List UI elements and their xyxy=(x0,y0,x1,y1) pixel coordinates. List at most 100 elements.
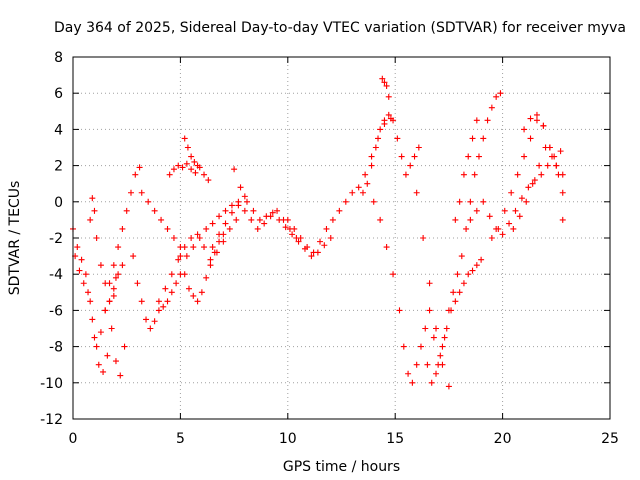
data-point xyxy=(426,307,433,314)
data-point xyxy=(368,162,375,169)
data-point xyxy=(439,343,446,350)
data-point xyxy=(226,225,233,232)
data-point xyxy=(164,225,171,232)
data-point xyxy=(228,202,235,209)
x-tick-label: 20 xyxy=(494,431,512,447)
data-point xyxy=(108,325,115,332)
data-point xyxy=(175,162,182,169)
data-point xyxy=(263,213,270,220)
data-point xyxy=(527,115,534,122)
data-point xyxy=(372,144,379,151)
y-tick-label: -10 xyxy=(40,376,63,392)
data-point xyxy=(536,162,543,169)
data-point xyxy=(78,256,85,263)
data-point xyxy=(460,280,467,287)
data-point xyxy=(250,207,257,214)
data-point xyxy=(93,235,100,241)
data-point xyxy=(383,82,390,89)
data-point xyxy=(138,189,145,196)
y-axis: -12 -10 -8 -6 -4 -2 0 2 4 6 8 xyxy=(40,50,610,428)
data-point xyxy=(400,343,407,350)
data-point xyxy=(93,343,100,350)
data-point xyxy=(495,225,502,232)
data-point xyxy=(484,117,491,124)
y-tick-label: -4 xyxy=(49,267,63,283)
data-point xyxy=(559,189,566,196)
data-point xyxy=(480,135,487,142)
data-point xyxy=(243,198,250,205)
data-points xyxy=(70,75,566,390)
data-point xyxy=(115,244,122,251)
data-point xyxy=(304,244,311,251)
series-sat-b xyxy=(72,253,126,350)
data-point xyxy=(254,225,261,232)
y-tick-label: -6 xyxy=(49,303,63,319)
data-point xyxy=(390,271,397,278)
series-sat-e xyxy=(130,253,184,332)
data-point xyxy=(89,195,96,202)
series-sat-w xyxy=(521,111,566,196)
data-point xyxy=(452,298,459,305)
data-point xyxy=(398,153,405,160)
data-point xyxy=(207,256,214,263)
data-point xyxy=(222,220,229,227)
data-point xyxy=(282,224,289,231)
data-point xyxy=(501,207,508,214)
series-sat-q xyxy=(424,90,504,386)
data-point xyxy=(194,231,201,238)
data-point xyxy=(362,171,369,178)
data-point xyxy=(422,325,429,332)
data-point xyxy=(130,253,137,260)
data-point xyxy=(134,280,141,287)
data-point xyxy=(465,271,472,278)
data-point xyxy=(473,262,480,269)
data-point xyxy=(437,352,444,359)
data-point xyxy=(381,79,388,86)
series-sat-j xyxy=(181,135,201,169)
data-point xyxy=(233,216,240,223)
y-tick-label: 0 xyxy=(54,195,63,211)
data-point xyxy=(394,135,401,142)
data-point xyxy=(480,198,487,205)
data-point xyxy=(228,209,235,216)
data-point xyxy=(170,166,177,173)
data-point xyxy=(433,325,440,332)
data-point xyxy=(194,298,201,305)
data-point xyxy=(276,216,283,223)
data-point xyxy=(119,262,126,269)
data-point xyxy=(87,298,94,305)
data-point xyxy=(170,235,177,241)
data-point xyxy=(411,153,418,160)
data-point xyxy=(310,249,317,256)
data-point xyxy=(383,244,390,251)
data-point xyxy=(207,262,214,269)
data-point xyxy=(261,220,268,227)
data-point xyxy=(417,343,424,350)
data-point xyxy=(191,158,198,165)
data-point xyxy=(76,267,83,274)
data-point xyxy=(121,343,128,350)
data-point xyxy=(359,189,366,196)
data-point xyxy=(329,216,336,223)
data-point xyxy=(97,329,104,336)
data-point xyxy=(402,171,409,178)
data-point xyxy=(390,117,397,124)
data-point xyxy=(514,171,521,178)
x-tick-label: 10 xyxy=(279,431,297,447)
x-tick-label: 15 xyxy=(386,431,404,447)
data-point xyxy=(426,280,433,287)
y-axis-label: SDTVAR / TECUs xyxy=(7,181,23,296)
data-point xyxy=(284,216,291,223)
data-point xyxy=(181,271,188,278)
data-point xyxy=(203,274,210,281)
data-point xyxy=(443,325,450,332)
data-point xyxy=(321,242,328,249)
data-point xyxy=(241,207,248,214)
data-point xyxy=(95,361,102,368)
x-axis-label: GPS time / hours xyxy=(283,459,400,475)
data-point xyxy=(188,235,195,241)
series-sat-u xyxy=(488,117,566,241)
data-point xyxy=(198,289,205,296)
data-point xyxy=(106,298,113,305)
data-point xyxy=(549,153,556,160)
